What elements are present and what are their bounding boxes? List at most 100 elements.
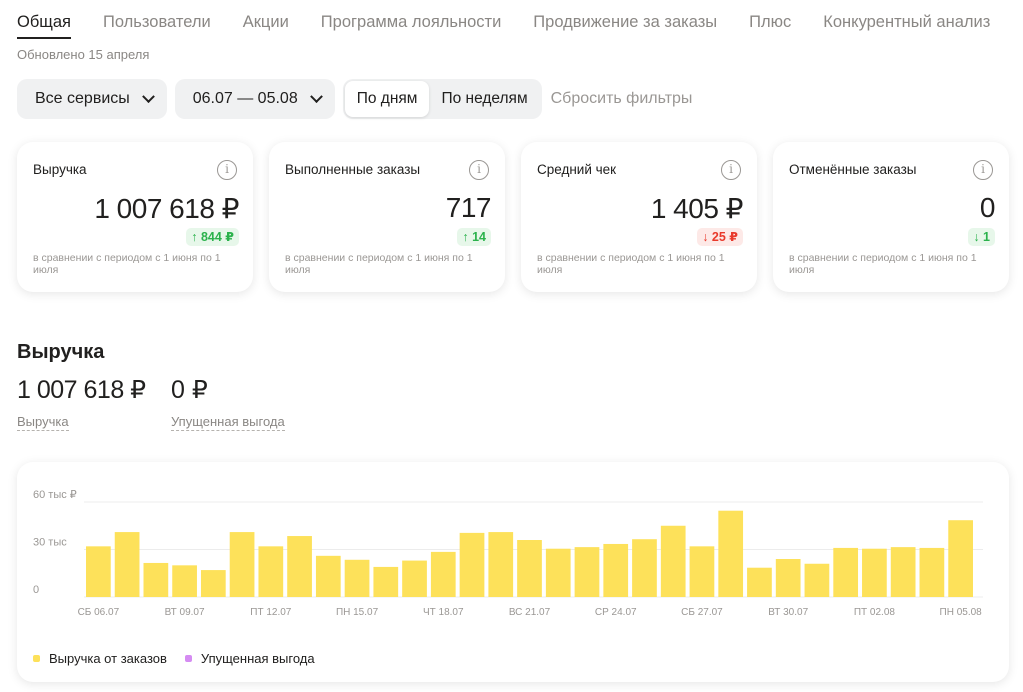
reset-filters-button[interactable]: Сбросить фильтры	[550, 90, 693, 107]
y-tick-label: 60 тыс ₽	[33, 489, 77, 501]
x-tick-label: СР 24.07	[595, 607, 637, 618]
bar-15.07[interactable]	[344, 559, 370, 597]
bar-20.07[interactable]	[488, 532, 514, 597]
revenue-chart-card: 60 тыс ₽ 30 тыс 0 СБ 06.07 ВТ 09.07 ПТ 12.07 П…	[17, 462, 1009, 682]
tab-2[interactable]: Акции	[242, 13, 289, 31]
x-tick-label: ПН 15.07	[336, 607, 379, 618]
bar-29.07[interactable]	[747, 567, 772, 597]
bar-30.07[interactable]	[775, 559, 801, 597]
bar-05.08[interactable]	[948, 520, 973, 597]
x-tick-label: ВС 21.07	[509, 607, 551, 618]
bar-03.08[interactable]	[890, 547, 916, 598]
bar-02.08[interactable]	[862, 548, 887, 597]
chevron-down-icon	[141, 89, 155, 103]
bar-19.07[interactable]	[459, 532, 485, 598]
metric-delta-badge: ↑ 14	[457, 228, 491, 246]
bar-08.07[interactable]	[143, 562, 169, 597]
bar-25.07[interactable]	[632, 539, 657, 597]
bar-01.08[interactable]	[833, 547, 859, 597]
bar-13.07[interactable]	[287, 536, 312, 597]
bar-18.07[interactable]	[430, 551, 456, 598]
legend-swatch-lost	[184, 655, 192, 662]
metric-card: Выполненные заказы i 717 ↑ 14 в сравнении с …	[269, 142, 505, 292]
metric-card-value: 717	[445, 192, 492, 223]
tab-5[interactable]: Плюс	[749, 13, 792, 31]
x-tick-label: ПН 05.08	[940, 607, 983, 618]
metric-card-title: Выполненные заказы	[285, 162, 421, 177]
bar-16.07[interactable]	[373, 566, 399, 597]
bar-12.07[interactable]	[258, 546, 284, 597]
bar-10.07[interactable]	[200, 570, 226, 597]
bar-24.07[interactable]	[603, 543, 629, 597]
bar-21.07[interactable]	[517, 540, 542, 597]
bar-28.07[interactable]	[718, 510, 744, 597]
x-tick-label: ПТ 12.07	[250, 607, 292, 618]
legend-item-lost[interactable]: Упущенная выгода	[184, 651, 315, 666]
bar-06.07[interactable]	[86, 546, 111, 597]
x-tick-label: СБ 27.07	[681, 607, 723, 618]
metric-delta-badge: ↓ 25 ₽	[697, 228, 743, 246]
legend-item-revenue[interactable]: Выручка от заказов	[33, 651, 167, 666]
bar-07.07[interactable]	[114, 532, 140, 597]
bar-26.07[interactable]	[660, 525, 686, 597]
metric-card-value: 0	[979, 192, 996, 223]
tab-bar: Общая Пользователи Акции Программа лояльнос…	[17, 0, 1022, 40]
metric-card-note: в сравнении с периодом с 1 июня по 1 июл…	[537, 252, 725, 276]
by-days-button[interactable]: По дням	[344, 81, 430, 117]
tab-1[interactable]: Пользователи	[102, 13, 211, 31]
services-select-label: Все сервисы	[35, 90, 130, 107]
bar-17.07[interactable]	[402, 560, 427, 597]
metric-card-title: Выручка	[33, 162, 87, 177]
metric-card-value: 1 007 618 ₽	[94, 193, 239, 224]
revenue-bar-chart: 60 тыс ₽ 30 тыс 0 СБ 06.07 ВТ 09.07 ПТ 12.07 П…	[33, 489, 983, 618]
bar-09.07[interactable]	[172, 565, 197, 597]
period-select[interactable]: 06.07 — 05.08	[174, 79, 335, 119]
updated-date: Обновлено 15 апреля	[17, 47, 150, 62]
info-icon[interactable]: i	[469, 160, 489, 180]
revenue-total: 1 007 618 ₽	[17, 376, 146, 404]
filters-bar: Все сервисы 06.07 — 05.08 По дням По нед…	[17, 79, 692, 119]
bar-22.07[interactable]	[545, 548, 571, 597]
revenue-total-label[interactable]: Выручка	[17, 414, 69, 431]
tab-4[interactable]: Продвижение за заказы	[533, 13, 718, 31]
tab-0[interactable]: Общая	[17, 0, 71, 39]
lost-profit-label[interactable]: Упущенная выгода	[171, 414, 285, 431]
metric-cards: Выручка i 1 007 618 ₽ ↑ 844 ₽ в сравнении с …	[17, 142, 1009, 292]
metric-delta-badge: ↓ 1	[968, 228, 995, 246]
chevron-down-icon	[309, 89, 323, 103]
bar-31.07[interactable]	[804, 563, 830, 597]
x-tick-label: ВТ 09.07	[165, 607, 205, 618]
metric-card-title: Средний чек	[537, 162, 617, 177]
y-tick-label: 0	[33, 584, 39, 596]
info-icon[interactable]: i	[973, 160, 993, 180]
chart-legend: Выручка от заказов Упущенная выгода	[33, 651, 333, 666]
legend-label-lost: Упущенная выгода	[200, 651, 315, 666]
bar-11.07[interactable]	[229, 532, 255, 597]
tab-6[interactable]: Конкурентный анализ	[823, 13, 991, 31]
metric-card-title: Отменённые заказы	[789, 162, 917, 177]
metric-card: Выручка i 1 007 618 ₽ ↑ 844 ₽ в сравнении с …	[17, 142, 253, 292]
metric-card-note: в сравнении с периодом с 1 июня по 1 июл…	[789, 252, 977, 276]
metric-card-value: 1 405 ₽	[650, 193, 744, 224]
tab-3[interactable]: Программа лояльности	[320, 13, 502, 31]
metric-card: Средний чек i 1 405 ₽ ↓ 25 ₽ в сравнении с п…	[521, 142, 757, 292]
metric-card-note: в сравнении с периодом с 1 июня по 1 июл…	[285, 252, 473, 276]
info-icon[interactable]: i	[721, 160, 741, 180]
granularity-toggle: По дням По неделям	[342, 79, 542, 119]
bar-04.08[interactable]	[919, 547, 945, 597]
metric-delta-badge: ↑ 844 ₽	[186, 228, 239, 246]
metric-card-note: в сравнении с периодом с 1 июня по 1 июл…	[33, 252, 221, 276]
info-icon[interactable]: i	[217, 160, 237, 180]
by-weeks-button[interactable]: По неделям	[441, 90, 528, 107]
period-select-label: 06.07 — 05.08	[192, 90, 298, 107]
x-tick-label: ПТ 02.08	[854, 607, 896, 618]
x-tick-label: ЧТ 18.07	[423, 607, 464, 618]
legend-swatch-revenue	[33, 655, 40, 662]
revenue-section-title: Выручка	[17, 341, 105, 363]
bar-23.07[interactable]	[574, 547, 600, 598]
x-tick-label: ВТ 30.07	[768, 607, 808, 618]
bar-27.07[interactable]	[689, 546, 715, 597]
legend-label-revenue: Выручка от заказов	[49, 651, 167, 666]
services-select[interactable]: Все сервисы	[17, 79, 167, 119]
bar-14.07[interactable]	[315, 555, 341, 597]
